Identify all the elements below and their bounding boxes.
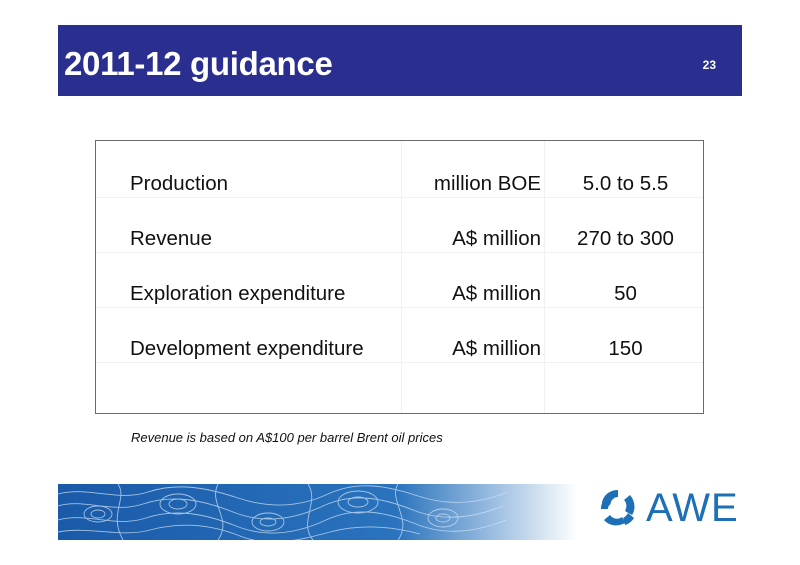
row-label: Production: [130, 172, 229, 195]
row-label: Revenue: [130, 227, 213, 250]
awe-logo-icon: [601, 490, 635, 526]
contour-map-banner: [58, 484, 578, 540]
row-label: Development expenditure: [130, 337, 364, 360]
table-row: Revenue A$ million 270 to 300: [96, 210, 703, 265]
row-unit: A$ million: [452, 227, 541, 250]
row-label: Exploration expenditure: [130, 282, 346, 305]
table-row: Exploration expenditure A$ million 50: [96, 265, 703, 320]
guidance-table: Production million BOE 5.0 to 5.5 Revenu…: [95, 140, 704, 414]
row-unit: A$ million: [452, 337, 541, 360]
awe-logo-text: AWE: [646, 486, 739, 530]
slide-title: 2011-12 guidance: [64, 45, 333, 82]
table-row: Development expenditure A$ million 150: [96, 320, 703, 375]
row-unit: A$ million: [452, 282, 541, 305]
row-value: 5.0 to 5.5: [582, 172, 669, 195]
row-value: 270 to 300: [577, 227, 674, 250]
footnote: Revenue is based on A$100 per barrel Bre…: [131, 430, 443, 445]
row-value: 50: [614, 282, 637, 305]
page-number: 23: [702, 58, 716, 72]
row-value: 150: [608, 337, 643, 360]
row-unit: million BOE: [433, 172, 541, 195]
table-row: Production million BOE 5.0 to 5.5: [96, 155, 703, 210]
title-bar: 2011-12 guidance 23: [58, 25, 742, 96]
